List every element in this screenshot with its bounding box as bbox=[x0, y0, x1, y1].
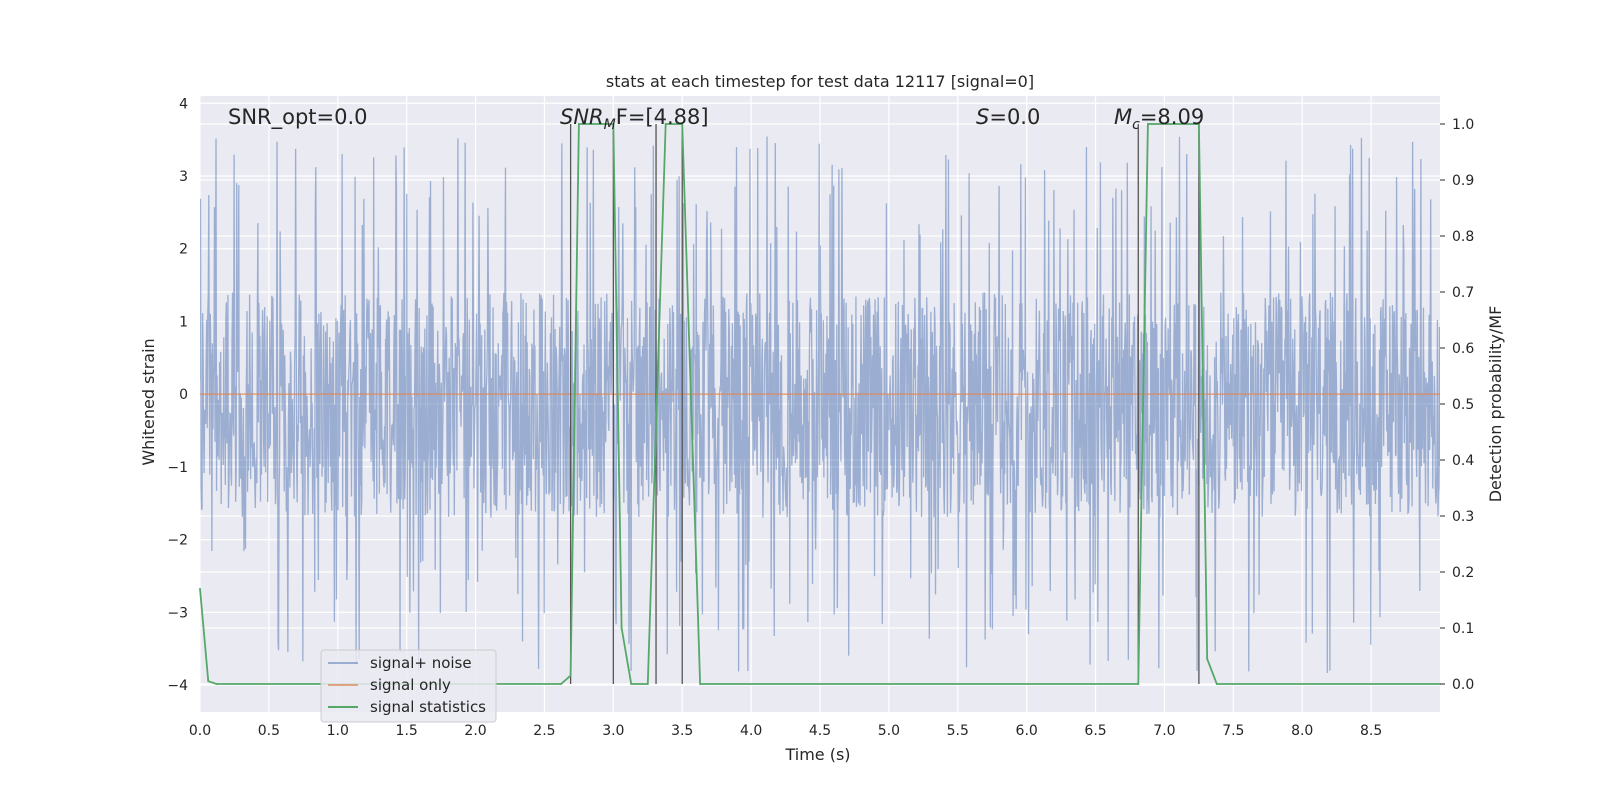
y-left-tick-label: −4 bbox=[167, 678, 188, 694]
legend-label-signal-statistics: signal statistics bbox=[370, 698, 486, 716]
signal-statistics-point bbox=[699, 683, 702, 685]
annotation-mc-main: M bbox=[1114, 105, 1132, 129]
y-right-tick-label: 0.8 bbox=[1452, 229, 1474, 245]
x-tick-label: 6.0 bbox=[1016, 723, 1038, 739]
x-tick-label: 2.5 bbox=[533, 723, 555, 739]
y-left-tick-label: −1 bbox=[167, 460, 188, 476]
signal-statistics-point bbox=[199, 587, 201, 590]
annotation-snr-opt: SNR_opt=0.0 bbox=[228, 105, 368, 130]
x-tick-label: 7.5 bbox=[1222, 723, 1244, 739]
signal-noise-series bbox=[200, 136, 1440, 674]
signal-statistics-point bbox=[207, 680, 210, 683]
annotation-mc-sub: c bbox=[1132, 117, 1140, 133]
y-right-tick-label: 1.0 bbox=[1452, 117, 1474, 133]
x-tick-label: 3.0 bbox=[602, 723, 624, 739]
signal-statistics-point bbox=[1137, 683, 1140, 685]
x-axis-label: Time (s) bbox=[784, 745, 850, 764]
signal-statistics-point bbox=[1197, 123, 1200, 125]
chart-title: stats at each timestep for test data 121… bbox=[606, 72, 1034, 91]
signal-statistics-point bbox=[646, 683, 649, 685]
x-tick-label: 8.5 bbox=[1360, 723, 1382, 739]
annotation-snr-mf-sub: M bbox=[604, 117, 616, 133]
x-tick-label: 2.0 bbox=[464, 723, 486, 739]
x-tick-label: 4.5 bbox=[809, 723, 831, 739]
annotation-snr-mf: SNRMF=[4.88] bbox=[560, 105, 709, 133]
annotation-mc-rest: =8.09 bbox=[1140, 105, 1204, 129]
y-right-tick-label: 0.2 bbox=[1452, 565, 1474, 581]
x-tick-label: 0.0 bbox=[189, 723, 211, 739]
y-right-tick-label: 0.6 bbox=[1452, 341, 1474, 357]
y-left-tick-label: −3 bbox=[167, 605, 188, 621]
signal-statistics-point bbox=[1147, 123, 1149, 125]
y-right-tick-label: 0.7 bbox=[1452, 285, 1474, 301]
y-left-tick-label: 4 bbox=[179, 96, 188, 112]
annotation-s: S=0.0 bbox=[976, 105, 1040, 129]
x-tick-label: 6.5 bbox=[1084, 723, 1106, 739]
signal-noise-line bbox=[200, 136, 1440, 674]
y-left-tick-label: 2 bbox=[179, 242, 188, 258]
annotation-mc: Mc=8.09 bbox=[1114, 105, 1204, 133]
y-axis-label-left: Whitened strain bbox=[139, 338, 158, 465]
signal-statistics-series bbox=[199, 123, 1441, 685]
signal-statistics-point bbox=[569, 674, 572, 677]
signal-statistics-point bbox=[620, 627, 623, 629]
legend-label-signal-only: signal only bbox=[370, 676, 451, 694]
annotation-s-main: S bbox=[976, 105, 989, 129]
annotation-snr-mf-main: SNR bbox=[560, 105, 604, 129]
y-right-tick-label: 0.5 bbox=[1452, 397, 1474, 413]
signal-statistics-point bbox=[1215, 683, 1218, 685]
legend: signal+ noise signal only signal statist… bbox=[320, 649, 497, 723]
x-tick-label: 0.5 bbox=[258, 723, 280, 739]
y-right-tick-label: 0.3 bbox=[1452, 509, 1474, 525]
signal-statistics-point bbox=[577, 123, 580, 125]
y-left-tick-label: 1 bbox=[179, 314, 188, 330]
x-tick-label: 4.0 bbox=[740, 723, 762, 739]
y-left-tick-label: −2 bbox=[167, 533, 188, 549]
y-left-tick-label: 0 bbox=[179, 387, 188, 403]
y-right-tick-label: 0.0 bbox=[1452, 677, 1474, 693]
signal-statistics-point bbox=[681, 123, 684, 125]
x-tick-label: 7.0 bbox=[1153, 723, 1175, 739]
x-tick-label: 5.0 bbox=[878, 723, 900, 739]
x-tick-label: 1.0 bbox=[327, 723, 349, 739]
signal-statistics-point bbox=[630, 683, 633, 685]
annotation-snr-mf-rest: F=[4.88] bbox=[616, 105, 709, 129]
signal-statistics-point bbox=[1206, 657, 1209, 660]
legend-box bbox=[320, 649, 497, 723]
y-right-tick-label: 0.9 bbox=[1452, 173, 1474, 189]
signal-statistics-point bbox=[560, 683, 562, 685]
signal-statistics-point bbox=[612, 123, 615, 125]
legend-label-signal-noise: signal+ noise bbox=[370, 654, 472, 672]
x-tick-label: 8.0 bbox=[1291, 723, 1313, 739]
signal-statistics-point bbox=[664, 123, 667, 125]
signal-statistics-point bbox=[215, 683, 218, 685]
vertical-marker-lines bbox=[569, 124, 1200, 684]
y-right-tick-label: 0.1 bbox=[1452, 621, 1474, 637]
x-tick-label: 3.5 bbox=[671, 723, 693, 739]
x-tick-label: 1.5 bbox=[396, 723, 418, 739]
x-tick-label: 5.5 bbox=[947, 723, 969, 739]
y-left-tick-label: 3 bbox=[179, 169, 188, 185]
axis-ticks: 0.0 0.5 1.0 1.5 2.0 2.5 3.0 3.5 4.0 4.5 5.0 5.5 6.0 6… bbox=[167, 96, 1474, 739]
y-right-tick-label: 0.4 bbox=[1452, 453, 1474, 469]
annotation-s-rest: =0.0 bbox=[989, 105, 1040, 129]
y-axis-label-right: Detection probability/MF bbox=[1486, 306, 1505, 503]
